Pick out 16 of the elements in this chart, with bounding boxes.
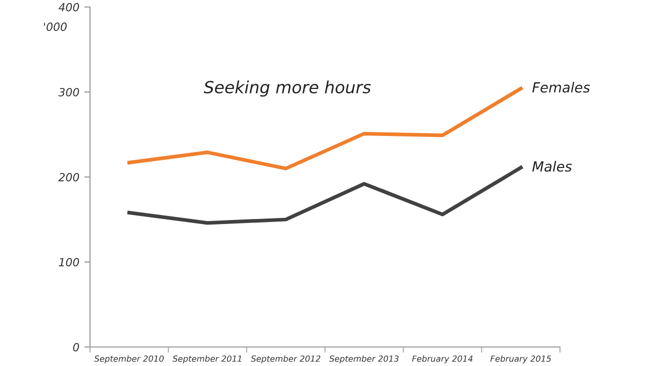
y-axis-title: '000	[44, 22, 67, 31]
y-tick-label: 100	[58, 258, 80, 266]
y-tick-label: 300	[58, 88, 80, 96]
x-tick-label: September 2010	[94, 355, 164, 364]
y-tick-label: 0	[73, 342, 80, 352]
y-tick-label: 200	[58, 172, 80, 182]
x-tick-label: September 2012	[250, 355, 320, 364]
x-tick-label: February 2014	[412, 355, 473, 364]
line-series	[127, 166, 523, 225]
series-label: Females	[532, 82, 590, 93]
text: Seeking more hours	[204, 80, 371, 97]
x-tick-label: February 2015	[490, 355, 551, 364]
y-tick-label: 400	[58, 2, 80, 12]
series-label: Males	[532, 160, 572, 172]
x-tick-label: September 2011	[172, 355, 242, 364]
x-tick-label: September 2013	[329, 355, 399, 364]
